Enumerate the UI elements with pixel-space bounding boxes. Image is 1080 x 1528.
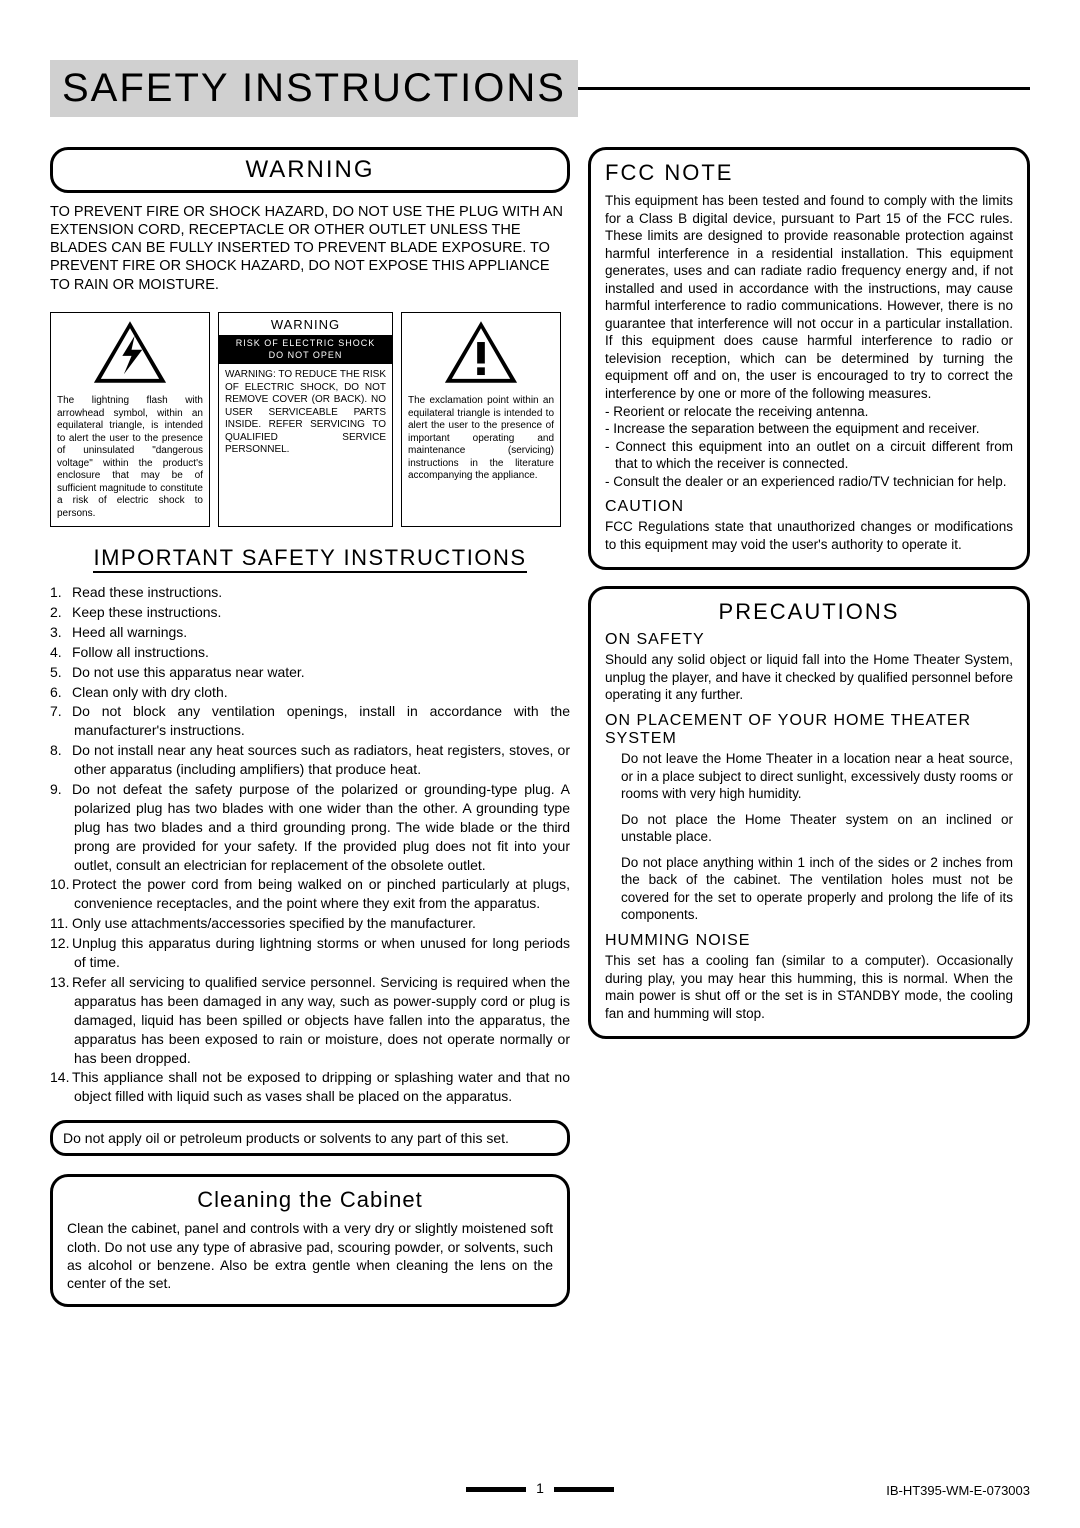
center-warning-head: WARNING bbox=[219, 313, 392, 335]
footer-bar-left bbox=[466, 1487, 526, 1492]
fcc-list-item: - Increase the separation between the eq… bbox=[605, 420, 1013, 438]
warning-body: TO PREVENT FIRE OR SHOCK HAZARD, DO NOT … bbox=[50, 203, 570, 294]
document-id: IB-HT395-WM-E-073003 bbox=[886, 1483, 1030, 1498]
important-heading-wrap: IMPORTANT SAFETY INSTRUCTIONS bbox=[50, 545, 570, 583]
instruction-item: Do not install near any heat sources suc… bbox=[50, 741, 570, 779]
center-black-bar: RISK OF ELECTRIC SHOCK DO NOT OPEN bbox=[219, 335, 392, 364]
cleaning-box: Cleaning the Cabinet Clean the cabinet, … bbox=[50, 1174, 570, 1307]
oil-note-box: Do not apply oil or petroleum products o… bbox=[50, 1120, 570, 1156]
right-column: FCC NOTE This equipment has been tested … bbox=[588, 147, 1030, 1307]
instruction-item: Do not use this apparatus near water. bbox=[50, 663, 570, 682]
lightning-triangle-icon bbox=[57, 319, 203, 390]
instruction-item: Unplug this apparatus during lightning s… bbox=[50, 934, 570, 972]
on-safety-body: Should any solid object or liquid fall i… bbox=[605, 651, 1013, 704]
precautions-heading: PRECAUTIONS bbox=[605, 599, 1013, 625]
instruction-item: Protect the power cord from being walked… bbox=[50, 875, 570, 913]
humming-head: HUMMING NOISE bbox=[605, 932, 1013, 950]
black-line2: DO NOT OPEN bbox=[269, 350, 343, 360]
instruction-item: Read these instructions. bbox=[50, 583, 570, 602]
placement-list: Do not leave the Home Theater in a locat… bbox=[605, 750, 1013, 924]
cleaning-heading: Cleaning the Cabinet bbox=[67, 1187, 553, 1213]
instruction-list: Read these instructions. Keep these inst… bbox=[50, 583, 570, 1106]
instruction-item: Clean only with dry cloth. bbox=[50, 683, 570, 702]
fcc-caution-body: FCC Regulations state that unauthorized … bbox=[605, 518, 1013, 553]
page-title-bg: SAFETY INSTRUCTIONS bbox=[50, 60, 578, 117]
fcc-panel: FCC NOTE This equipment has been tested … bbox=[588, 147, 1030, 570]
symbol-row: The lightning flash with arrowhead symbo… bbox=[50, 312, 570, 528]
instruction-item: Keep these instructions. bbox=[50, 603, 570, 622]
instruction-item: Heed all warnings. bbox=[50, 623, 570, 642]
exclamation-symbol-cell: The exclamation point within an equilate… bbox=[401, 312, 561, 528]
placement-item: Do not leave the Home Theater in a locat… bbox=[605, 750, 1013, 803]
oil-note-text: Do not apply oil or petroleum products o… bbox=[63, 1130, 509, 1146]
warning-heading: WARNING bbox=[245, 156, 374, 183]
fcc-list: - Reorient or relocate the receiving ant… bbox=[605, 403, 1013, 491]
lightning-symbol-cell: The lightning flash with arrowhead symbo… bbox=[50, 312, 210, 528]
page-title: SAFETY INSTRUCTIONS bbox=[62, 66, 566, 111]
placement-item: Do not place anything within 1 inch of t… bbox=[605, 854, 1013, 924]
fcc-heading: FCC NOTE bbox=[605, 160, 1013, 186]
left-column: WARNING TO PREVENT FIRE OR SHOCK HAZARD,… bbox=[50, 147, 570, 1307]
page-number: 1 bbox=[536, 1480, 544, 1496]
placement-head: ON PLACEMENT OF YOUR HOME THEATER SYSTEM bbox=[605, 712, 1013, 748]
instruction-item: Refer all servicing to qualified service… bbox=[50, 973, 570, 1067]
page-title-row: SAFETY INSTRUCTIONS bbox=[50, 60, 1030, 117]
instruction-item: Do not block any ventilation openings, i… bbox=[50, 702, 570, 740]
humming-body: This set has a cooling fan (similar to a… bbox=[605, 952, 1013, 1022]
warning-center-cell: WARNING RISK OF ELECTRIC SHOCK DO NOT OP… bbox=[218, 312, 393, 528]
footer-bar-right bbox=[554, 1487, 614, 1492]
exclamation-text: The exclamation point within an equilate… bbox=[408, 395, 554, 483]
warning-heading-box: WARNING bbox=[50, 147, 570, 193]
on-safety-head: ON SAFETY bbox=[605, 631, 1013, 649]
instruction-item: Do not defeat the safety purpose of the … bbox=[50, 780, 570, 874]
instruction-item: Follow all instructions. bbox=[50, 643, 570, 662]
exclamation-triangle-icon bbox=[408, 319, 554, 390]
instruction-item: This appliance shall not be exposed to d… bbox=[50, 1068, 570, 1106]
title-rule bbox=[578, 87, 1030, 90]
center-warning-body: WARNING: TO REDUCE THE RISK OF ELECTRIC … bbox=[219, 364, 392, 462]
black-line1: RISK OF ELECTRIC SHOCK bbox=[236, 338, 376, 348]
main-columns: WARNING TO PREVENT FIRE OR SHOCK HAZARD,… bbox=[50, 147, 1030, 1307]
lightning-text: The lightning flash with arrowhead symbo… bbox=[57, 395, 203, 520]
cleaning-body: Clean the cabinet, panel and controls wi… bbox=[67, 1219, 553, 1292]
fcc-list-item: - Consult the dealer or an experienced r… bbox=[605, 473, 1013, 491]
fcc-caution-head: CAUTION bbox=[605, 498, 1013, 516]
precautions-panel: PRECAUTIONS ON SAFETY Should any solid o… bbox=[588, 586, 1030, 1039]
placement-item: Do not place the Home Theater system on … bbox=[605, 811, 1013, 846]
fcc-body: This equipment has been tested and found… bbox=[605, 192, 1013, 403]
fcc-list-item: - Connect this equipment into an outlet … bbox=[605, 438, 1013, 473]
fcc-list-item: - Reorient or relocate the receiving ant… bbox=[605, 403, 1013, 421]
important-heading: IMPORTANT SAFETY INSTRUCTIONS bbox=[93, 545, 526, 573]
instruction-item: Only use attachments/accessories specifi… bbox=[50, 914, 570, 933]
